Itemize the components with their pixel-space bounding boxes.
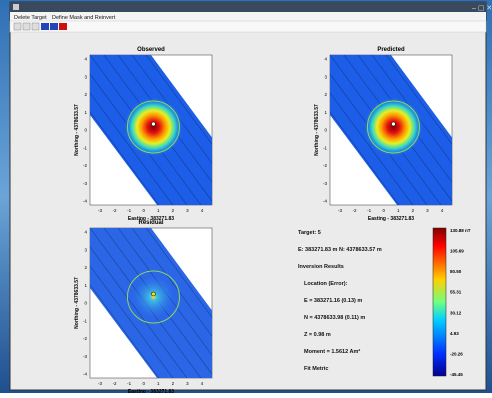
y-tick-label: -3 <box>323 181 327 186</box>
x-tick-label: -2 <box>113 381 117 386</box>
y-tick-label: -4 <box>83 199 87 204</box>
x-tick-label: -2 <box>113 208 117 213</box>
anomaly <box>363 97 423 157</box>
y-tick-label: -3 <box>83 354 87 359</box>
x-axis-label: Easting - 383271.83 <box>368 216 414 222</box>
colorbar-label: 80.50 <box>450 269 462 274</box>
tool-button[interactable] <box>23 23 30 30</box>
y-tick-label: -4 <box>323 199 327 204</box>
x-tick-label: -1 <box>127 381 131 386</box>
info-line: E: 383271.83 m N: 4378633.57 m <box>298 247 382 253</box>
x-tick-label: -1 <box>367 208 371 213</box>
y-axis-label: Northing - 4378633.57 <box>314 104 320 156</box>
info-line: Inversion Results <box>298 264 344 270</box>
y-tick-label: -4 <box>83 372 87 377</box>
colorbar-label: 4.93 <box>450 331 459 336</box>
window-icon <box>13 4 19 10</box>
tool-button[interactable] <box>50 23 58 30</box>
info-line: N = 4378633.98 (0.11) m <box>304 315 365 321</box>
title-bar <box>10 2 486 12</box>
info-line: Moment = 1.5612 Am² <box>304 348 360 355</box>
x-tick-label: -3 <box>98 381 102 386</box>
menu-item[interactable]: Delete Target <box>14 15 47 21</box>
y-tick-label: -1 <box>83 145 87 150</box>
anomaly <box>131 275 175 319</box>
y-tick-label: -2 <box>323 163 327 168</box>
y-tick-label: -1 <box>83 318 87 323</box>
info-line: Z = 0.98 m <box>304 332 331 338</box>
colorbar-label: -45.45 <box>450 372 463 377</box>
window-controls[interactable]: – ▢ ✕ <box>472 5 492 12</box>
tool-button[interactable] <box>41 23 49 30</box>
colorbar-label: -20.26 <box>450 351 463 356</box>
plot-title: Residual <box>138 220 163 226</box>
x-axis-label: Easting - 383271.83 <box>128 389 174 393</box>
x-tick-label: -3 <box>338 208 342 213</box>
y-axis-label: Northing - 4378633.57 <box>74 104 80 156</box>
tool-button[interactable] <box>59 23 67 30</box>
y-tick-label: -2 <box>83 336 87 341</box>
x-tick-label: -3 <box>98 208 102 213</box>
x-tick-label: -2 <box>353 208 357 213</box>
target-marker <box>151 122 155 126</box>
target-marker <box>151 292 155 296</box>
plot-title: Observed <box>137 47 165 53</box>
screen: – ▢ ✕ Delete Target Define Mask and Rein… <box>0 0 492 393</box>
colorbar-label: 130.88 nT <box>450 228 471 233</box>
info-line: Location (Error): <box>304 281 348 287</box>
y-tick-label: -1 <box>323 145 327 150</box>
x-tick-label: -1 <box>127 208 131 213</box>
tool-button[interactable] <box>32 23 39 30</box>
colorbar-label: 105.69 <box>450 249 464 254</box>
colorbar-label: 55.31 <box>450 290 462 295</box>
colorbar <box>433 228 446 376</box>
menu-item[interactable]: Define Mask and Reinvert <box>52 15 116 21</box>
plot-title: Predicted <box>377 47 405 53</box>
anomaly <box>123 97 183 157</box>
info-line: Fit Metric <box>304 366 328 372</box>
y-tick-label: -2 <box>83 163 87 168</box>
toolbar <box>10 21 486 32</box>
tool-button[interactable] <box>14 23 21 30</box>
colorbar-label: 30.12 <box>450 310 462 315</box>
info-line: E = 383271.16 (0.13) m <box>304 298 362 304</box>
target-marker <box>391 122 395 126</box>
info-line: Target: 5 <box>298 230 321 236</box>
y-tick-label: -3 <box>83 181 87 186</box>
y-axis-label: Northing - 4378633.57 <box>74 277 80 329</box>
